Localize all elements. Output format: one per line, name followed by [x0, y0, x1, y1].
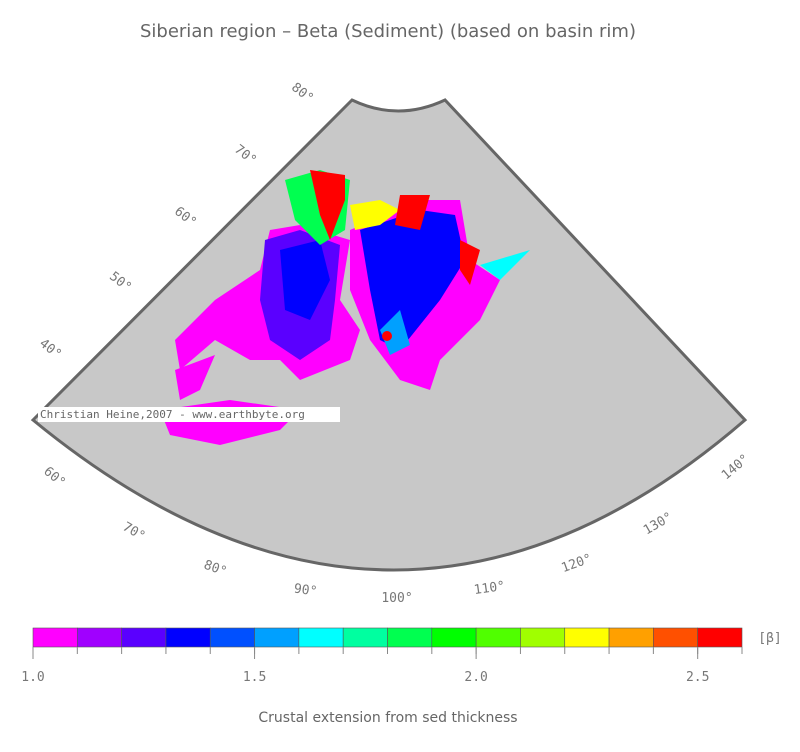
colorbar-cell — [121, 627, 167, 648]
title: Siberian region – Beta (Sediment) (based… — [140, 21, 636, 42]
colorbar-cell — [342, 627, 388, 648]
lon-label: 110° — [473, 579, 506, 598]
lat-label: 40° — [36, 336, 64, 362]
colorbar-cell — [520, 627, 566, 648]
lat-label: 50° — [106, 269, 134, 295]
colorbar-cell — [608, 627, 654, 648]
lon-label: 90° — [293, 581, 318, 599]
colorbar-tick-label: 2.0 — [464, 670, 487, 685]
credit: Christian Heine,2007 - www.earthbyte.org — [40, 408, 305, 421]
colorbar-label: Crustal extension from sed thickness — [258, 710, 517, 726]
lat-label: 80° — [288, 80, 316, 106]
credit-box — [38, 407, 340, 422]
colorbar-tick-label: 2.5 — [686, 670, 709, 685]
colorbar-cell — [32, 627, 78, 648]
colorbar-cell — [475, 627, 521, 648]
colorbar-cell — [387, 627, 433, 648]
lon-label: 120° — [560, 551, 595, 576]
colorbar-cell — [209, 627, 255, 648]
lon-label: 60° — [40, 464, 68, 491]
lon-label: 70° — [120, 520, 148, 545]
lon-label: 80° — [202, 558, 229, 580]
lat-label: 70° — [231, 142, 259, 168]
colorbar-tick-label: 1.5 — [243, 670, 266, 685]
colorbar-tick-label: 1.0 — [21, 670, 44, 685]
colorbar-cell — [77, 627, 122, 648]
lon-label: 130° — [641, 510, 676, 539]
colorbar-cell — [697, 627, 743, 648]
colorbar: 1.0 1.5 2.0 2.5 — [21, 627, 743, 685]
colorbar-cell — [564, 627, 610, 648]
colorbar-unit: [β] — [758, 631, 781, 646]
lon-label: 140° — [719, 452, 753, 484]
colorbar-cell — [165, 627, 211, 648]
colorbar-cell — [431, 627, 477, 648]
colorbar-cell — [298, 627, 344, 648]
lat-label: 60° — [171, 204, 199, 230]
colorbar-cell — [254, 627, 300, 648]
lon-label: 100° — [381, 591, 412, 606]
colorbar-cell — [653, 627, 698, 648]
